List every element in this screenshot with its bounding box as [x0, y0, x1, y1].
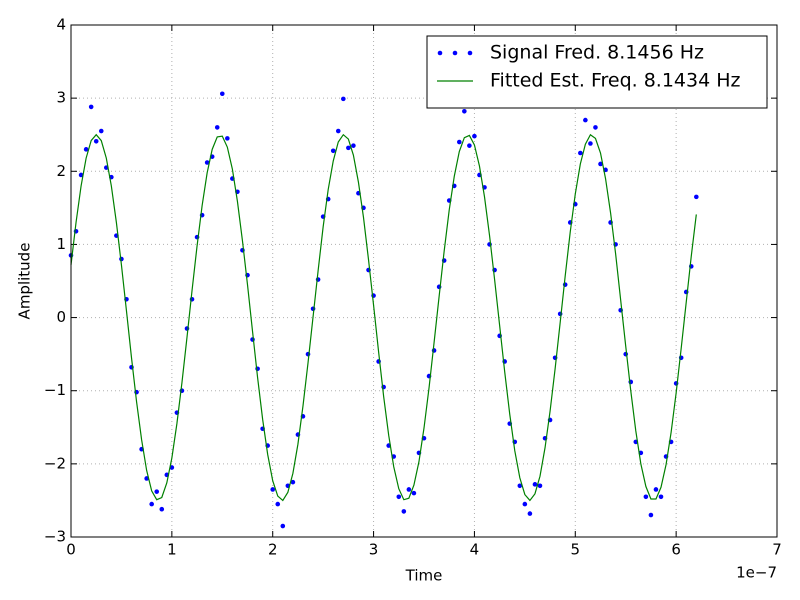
y-tick-label: 0 — [56, 308, 66, 326]
signal-point — [280, 523, 286, 529]
signal-point — [537, 483, 543, 489]
x-tick-label: 2 — [268, 541, 278, 559]
y-axis-label: Amplitude — [16, 243, 34, 320]
signal-point — [341, 96, 346, 102]
signal-point — [275, 501, 281, 507]
signal-point — [225, 136, 230, 141]
y-tick-label: 2 — [56, 162, 66, 180]
y-tick-label: 3 — [56, 89, 66, 107]
signal-point — [98, 128, 104, 134]
signal-point — [532, 482, 538, 487]
y-tick-label: −1 — [44, 381, 66, 399]
signal-point — [598, 161, 603, 167]
signal-point — [406, 487, 412, 492]
signal-point — [462, 109, 467, 114]
signal-point — [401, 509, 407, 514]
signal-point — [658, 494, 664, 500]
x-tick-label: 5 — [571, 541, 581, 559]
x-tick-label: 1 — [167, 541, 177, 559]
signal-point — [149, 501, 154, 507]
signal-point — [593, 125, 598, 130]
signal-point — [578, 150, 583, 156]
signal-point — [335, 128, 341, 134]
y-tick-label: 1 — [56, 235, 66, 253]
legend-marker — [452, 50, 458, 56]
signal-point — [643, 494, 649, 500]
signal-point — [219, 91, 225, 97]
signal-point — [457, 139, 462, 145]
plot-frame — [70, 24, 778, 538]
signal-point — [472, 133, 477, 139]
x-axis-label: Time — [405, 567, 443, 585]
signal-point — [411, 490, 417, 496]
x-offset-label: 1e−7 — [736, 564, 777, 582]
signal-point — [154, 489, 160, 494]
signal-point — [290, 479, 296, 485]
legend-marker — [467, 50, 473, 56]
y-tick-label: −2 — [44, 454, 66, 472]
y-tick-label: −3 — [44, 528, 66, 546]
x-tick-label: 3 — [369, 541, 379, 559]
x-tick-label: 4 — [470, 541, 480, 559]
signal-point — [648, 512, 654, 518]
x-tick-label: 0 — [66, 541, 76, 559]
legend-box — [426, 35, 768, 109]
signal-point — [214, 125, 220, 130]
x-tick-label: 6 — [671, 541, 681, 559]
legend: Signal Fred. 8.1456 Hz Fitted Est. Freq. … — [426, 35, 768, 109]
legend-label: Fitted Est. Freq. 8.1434 Hz — [490, 70, 741, 92]
signal-point — [351, 143, 356, 148]
signal-point — [330, 148, 336, 154]
signal-point — [346, 145, 351, 151]
signal-point — [694, 194, 699, 200]
signal-point — [270, 487, 276, 492]
signal-point — [467, 143, 472, 148]
signal-point — [527, 511, 533, 516]
signal-point — [653, 487, 659, 492]
x-tick-label: 7 — [772, 541, 782, 559]
signal-point — [583, 117, 588, 123]
y-tick-label: 4 — [56, 16, 66, 34]
signal-point — [93, 138, 99, 144]
legend-marker — [437, 50, 443, 56]
signal-point — [88, 104, 94, 110]
signal-point — [517, 483, 523, 489]
signal-point — [522, 501, 528, 507]
fitted-line — [70, 133, 697, 502]
signal-point — [396, 494, 402, 500]
signal-point — [78, 172, 84, 178]
signal-point — [159, 506, 165, 512]
signal-point — [588, 141, 593, 146]
signal-point — [204, 160, 210, 165]
signal-point — [83, 147, 89, 152]
legend-label: Signal Fred. 8.1456 Hz — [490, 42, 704, 64]
